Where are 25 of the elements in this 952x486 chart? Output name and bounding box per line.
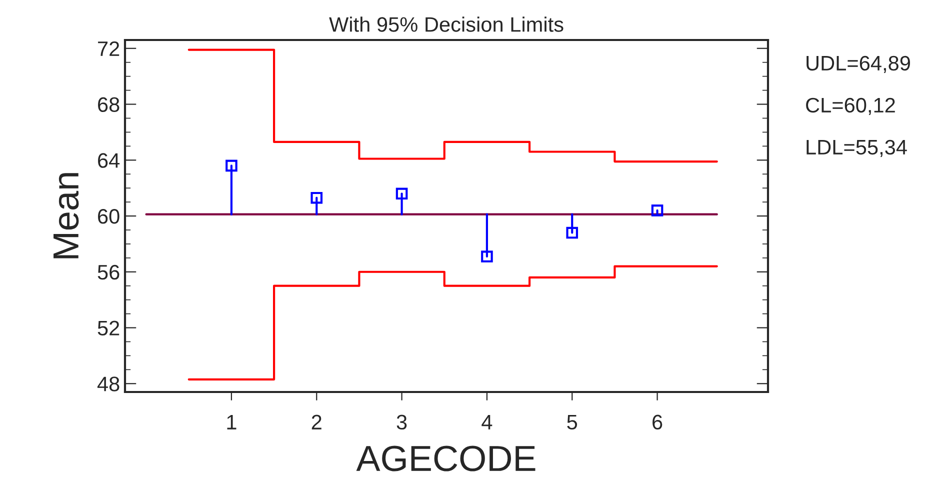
x-tick-label: 3: [396, 414, 407, 430]
y-tick-label: 56: [98, 264, 120, 280]
text: CL=60,12: [806, 98, 895, 116]
y-tick-label: 72: [98, 41, 120, 56]
y-tick-label: 60: [98, 209, 120, 224]
point: [651, 204, 664, 216]
x-tick-label: 1: [227, 414, 236, 430]
y-tick-label: 64: [98, 153, 120, 168]
text: UDL=64,89: [806, 56, 910, 74]
point: [481, 250, 493, 262]
point: [310, 192, 323, 204]
point: [396, 188, 408, 200]
point: [566, 226, 578, 239]
y-axis-title: Mean: [54, 173, 79, 258]
y-tick-label: 52: [98, 320, 120, 336]
x-tick-label: 2: [312, 414, 322, 430]
point: [226, 160, 238, 172]
x-tick-label: 4: [482, 414, 492, 430]
y-tick-label: 68: [98, 97, 120, 112]
x-tick-label: 6: [652, 414, 662, 430]
y-tick-label: 48: [97, 376, 120, 392]
x-tick-label: 5: [567, 414, 578, 430]
text: LDL=55,34: [806, 140, 907, 158]
chart-title: With 95% Decision Limits: [329, 16, 564, 32]
x-axis-title: AGECODE: [356, 446, 536, 472]
